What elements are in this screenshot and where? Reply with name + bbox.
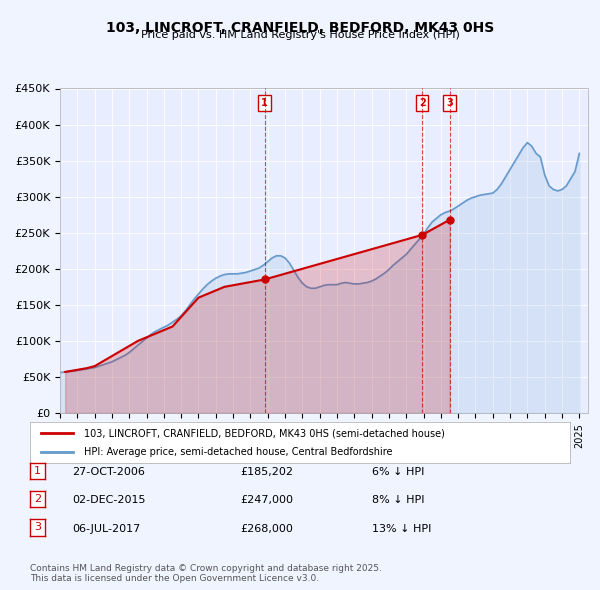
Text: HPI: Average price, semi-detached house, Central Bedfordshire: HPI: Average price, semi-detached house,… [84,447,392,457]
Text: 103, LINCROFT, CRANFIELD, BEDFORD, MK43 0HS (semi-detached house): 103, LINCROFT, CRANFIELD, BEDFORD, MK43 … [84,428,445,438]
Text: £268,000: £268,000 [240,524,293,533]
Text: £247,000: £247,000 [240,496,293,505]
Text: Contains HM Land Registry data © Crown copyright and database right 2025.
This d: Contains HM Land Registry data © Crown c… [30,563,382,583]
Text: Price paid vs. HM Land Registry's House Price Index (HPI): Price paid vs. HM Land Registry's House … [140,30,460,40]
Text: 06-JUL-2017: 06-JUL-2017 [72,524,140,533]
Text: 8% ↓ HPI: 8% ↓ HPI [372,496,425,505]
Text: 02-DEC-2015: 02-DEC-2015 [72,496,146,505]
Text: 2: 2 [34,494,41,504]
Text: 103, LINCROFT, CRANFIELD, BEDFORD, MK43 0HS: 103, LINCROFT, CRANFIELD, BEDFORD, MK43 … [106,21,494,35]
Text: 1: 1 [261,98,268,108]
Text: 1: 1 [34,466,41,476]
Text: 6% ↓ HPI: 6% ↓ HPI [372,467,424,477]
Text: £185,202: £185,202 [240,467,293,477]
Text: 3: 3 [446,98,453,108]
Text: 3: 3 [34,523,41,532]
Text: 13% ↓ HPI: 13% ↓ HPI [372,524,431,533]
Text: 27-OCT-2006: 27-OCT-2006 [72,467,145,477]
Text: 2: 2 [419,98,425,108]
